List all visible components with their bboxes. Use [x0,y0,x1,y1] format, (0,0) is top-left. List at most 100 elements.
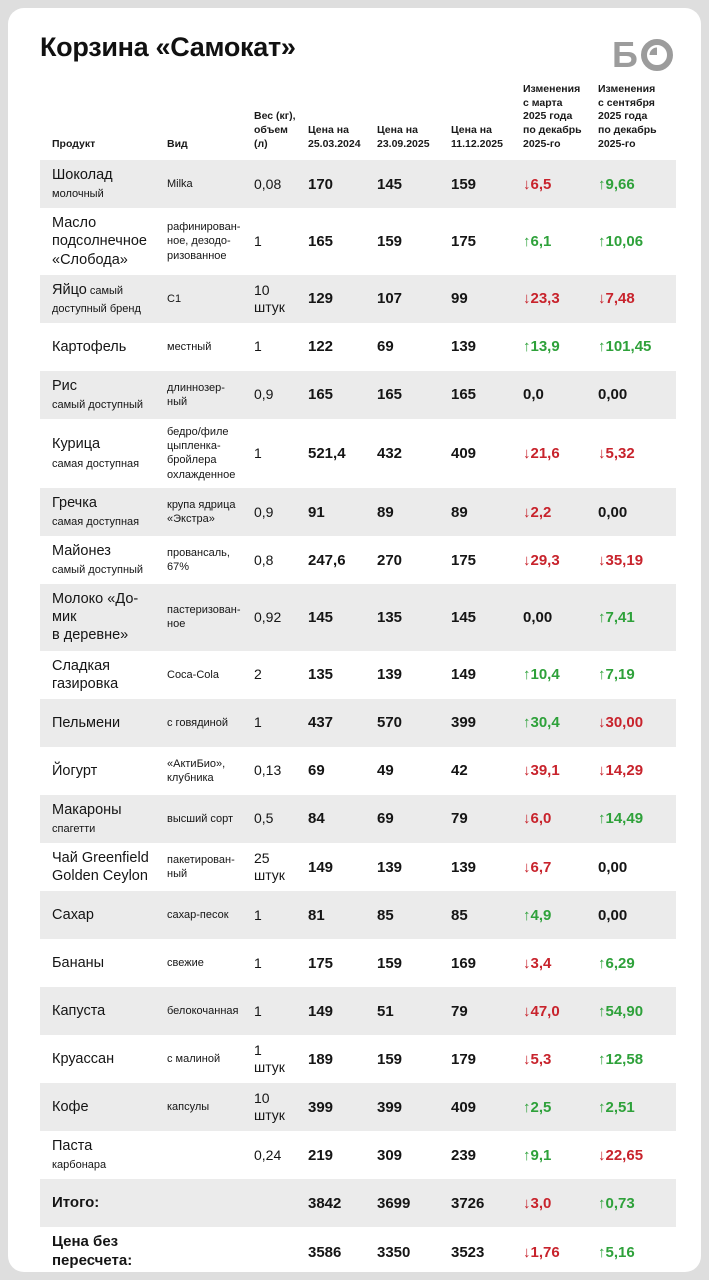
kind-cell: Coca-Cola [167,668,219,681]
product-cell: Паста карбонара [52,1137,167,1173]
price-2024-cell: 165 [308,232,334,250]
table-row: Чай Greenfield Golden Ceylon пакетирован… [40,843,676,891]
product-cell: Молоко «До- мик в деревне» [52,590,167,644]
change-march-cell: 0,00 [523,608,553,626]
product-name: Яйцо [52,281,87,298]
product-cell: Пельмени [52,714,167,732]
weight-cell: 10 штук [254,281,285,315]
price-2024-cell: 170 [308,175,334,193]
price-sep-2025-cell: 159 [377,1050,403,1068]
change-september-cell: ↑7,41 [598,608,635,626]
kind-cell: сахар-песок [167,908,229,921]
price-sep-2025-cell: 49 [377,762,394,780]
change-september-cell: 0,00 [598,906,628,924]
price-2024-cell: 437 [308,714,334,732]
change-march-cell: ↓5,3 [523,1050,552,1068]
price-sep-2025-cell: 69 [377,338,394,356]
price-dec-2025-cell: 3726 [451,1194,485,1212]
price-2024-cell: 122 [308,338,334,356]
price-sep-2025-cell: 309 [377,1146,403,1164]
product-name: Итого: [52,1193,100,1211]
table-row: Бананы свежие 1 175 159 169 ↓3,4 ↑6,29 [40,939,676,987]
product-name: Сахар [52,907,94,924]
infographic-card: Корзина «Самокат» Б Продукт Вид Вес (кг)… [8,8,701,1272]
product-name: Картофель [52,338,127,355]
table-row: Майонез самый доступный провансаль, 67% … [40,536,676,584]
kind-cell: рафинирован- ное, дезодо- ризованное [167,221,241,262]
column-header-price-sep-2025: Цена на 23.09.2025 [377,123,430,150]
table-row: Макароны спагетти высший сорт 0,5 84 69 … [40,794,676,843]
price-sep-2025-cell: 139 [377,666,403,684]
kind-cell: белокочанная [167,1004,239,1017]
product-name: Пельмени [52,714,121,731]
table-row: Шоколад молочный Milka 0,08 170 145 159 … [40,160,676,209]
price-2024-cell: 81 [308,906,325,924]
change-march-cell: ↓3,0 [523,1194,552,1212]
weight-cell: 1 [254,1002,262,1019]
price-sep-2025-cell: 145 [377,175,403,193]
table-header-row: Продукт Вид Вес (кг), объем (л) Цена на … [40,83,676,160]
price-dec-2025-cell: 149 [451,666,477,684]
price-2024-cell: 165 [308,386,334,404]
change-september-cell: ↓5,32 [598,444,635,462]
product-cell: Шоколад молочный [52,166,167,202]
product-name: Макароны [52,801,122,818]
change-september-cell: ↑2,51 [598,1098,635,1116]
change-march-cell: ↓39,1 [523,762,560,780]
price-dec-2025-cell: 145 [451,608,477,626]
product-cell: Масло подсолнечное «Слобода» [52,214,167,268]
change-march-cell: ↑4,9 [523,906,552,924]
kind-cell: провансаль, 67% [167,546,230,574]
weight-cell: 1 [254,233,262,250]
change-september-cell: ↑9,66 [598,175,635,193]
product-subtitle: самый доступный [52,564,144,577]
price-2024-cell: 3586 [308,1243,342,1261]
change-march-cell: ↓21,6 [523,444,560,462]
change-march-cell: ↓6,0 [523,810,552,828]
price-2024-cell: 69 [308,762,325,780]
price-dec-2025-cell: 79 [451,810,468,828]
page-title: Корзина «Самокат» [40,32,296,62]
price-sep-2025-cell: 89 [377,503,394,521]
price-2024-cell: 189 [308,1050,334,1068]
table-row: Паста карбонара 0,24 219 309 239 ↑9,1 ↓2… [40,1131,676,1179]
price-2024-cell: 129 [308,290,334,308]
table-row: Масло подсолнечное «Слобода» рафинирован… [40,208,676,274]
kind-cell: Milka [167,178,193,191]
change-september-cell: ↓30,00 [598,714,644,732]
product-name: Молоко «До- мик в деревне» [52,591,139,644]
product-cell: Итого: [52,1194,167,1213]
change-september-cell: 0,00 [598,858,628,876]
change-march-cell: ↑30,4 [523,714,560,732]
change-september-cell: ↑12,58 [598,1050,644,1068]
price-dec-2025-cell: 409 [451,1098,477,1116]
weight-cell: 2 [254,666,262,683]
change-september-cell: ↑5,16 [598,1243,635,1261]
price-dec-2025-cell: 79 [451,1002,468,1020]
price-dec-2025-cell: 3523 [451,1243,485,1261]
product-name: Чай Greenfield Golden Ceylon [52,849,149,885]
product-subtitle: карбонара [52,1159,107,1172]
table-row: Цена без пересчета: 3586 3350 3523 ↓1,76… [40,1227,676,1272]
price-dec-2025-cell: 139 [451,338,477,356]
table-row: Капуста белокочанная 1 149 51 79 ↓47,0 ↑… [40,987,676,1036]
product-name: Шоколад [52,167,113,184]
product-name: Круассан [52,1051,115,1068]
kind-cell: с малиной [167,1052,221,1065]
weight-cell: 10 штук [254,1090,285,1124]
change-september-cell: ↑6,29 [598,954,635,972]
kind-cell: высший сорт [167,812,234,825]
header-bar: Корзина «Самокат» Б [40,8,676,73]
kind-cell: капсулы [167,1100,210,1113]
column-header-price-2024: Цена на 25.03.2024 [308,123,361,150]
price-sep-2025-cell: 85 [377,906,394,924]
table-row: Картофель местный 1 122 69 139 ↑13,9 ↑10… [40,323,676,371]
kind-cell: пакетирован- ный [167,853,235,881]
table-row: Молоко «До- мик в деревне» пастеризован-… [40,584,676,651]
change-september-cell: ↓7,48 [598,290,635,308]
price-sep-2025-cell: 139 [377,858,403,876]
price-2024-cell: 521,4 [308,444,346,462]
product-subtitle: спагетти [52,822,96,835]
weight-cell: 0,92 [254,609,282,626]
weight-cell: 0,08 [254,175,282,192]
